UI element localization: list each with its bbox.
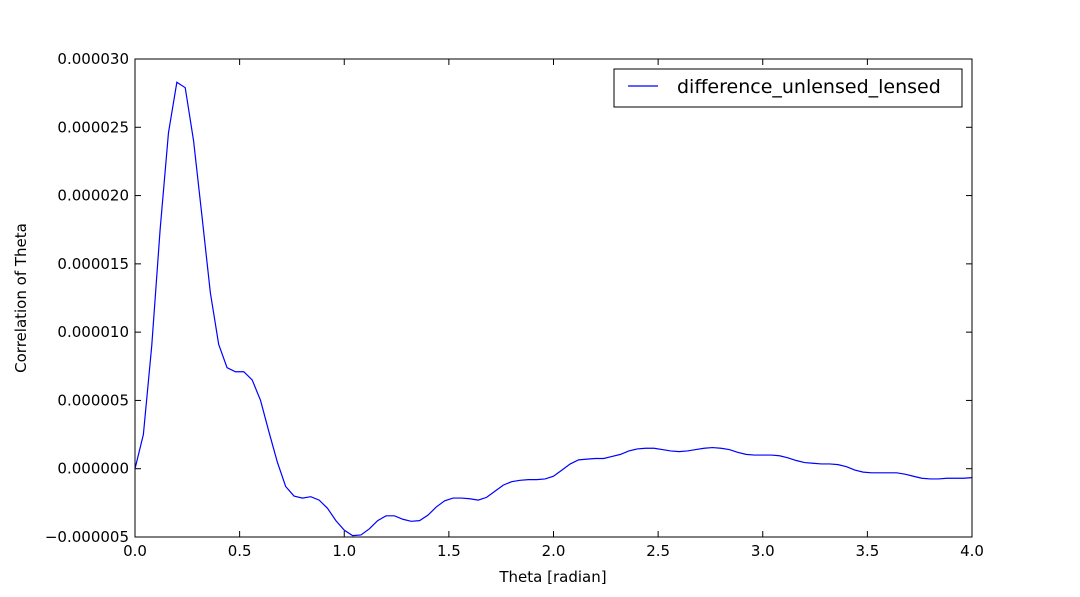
y-tick-label: 0.000005: [57, 391, 129, 409]
y-tick-label: 0.000025: [57, 118, 129, 136]
x-tick-label: 0.5: [228, 542, 252, 560]
y-tick-label: −0.000005: [45, 528, 129, 546]
plot-frame: [134, 58, 973, 538]
x-tick-label: 0.0: [123, 542, 147, 560]
data-line: [134, 81, 973, 537]
y-tick-label: 0.000030: [57, 50, 129, 68]
x-tick-label: 4.0: [960, 542, 984, 560]
x-tick-label: 1.0: [332, 542, 356, 560]
y-tick-label: 0.000010: [57, 323, 129, 341]
x-tick-label: 2.5: [646, 542, 670, 560]
legend-label: difference_unlensed_lensed: [677, 76, 941, 98]
y-tick-label: 0.000020: [57, 187, 129, 205]
legend-box: [613, 68, 963, 108]
y-axis-label: Correlation of Theta: [12, 223, 30, 373]
x-tick-label: 2.0: [542, 542, 566, 560]
x-tick-label: 3.0: [751, 542, 775, 560]
x-tick-label: 1.5: [437, 542, 461, 560]
y-tick-label: 0.000000: [57, 460, 129, 478]
x-axis-label: Theta [radian]: [498, 568, 606, 586]
x-tick-label: 3.5: [855, 542, 879, 560]
y-tick-label: 0.000015: [57, 255, 129, 273]
